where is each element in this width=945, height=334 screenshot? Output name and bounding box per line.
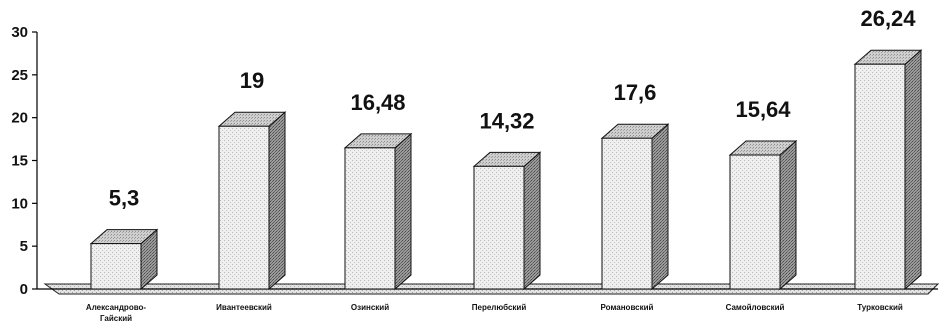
x-tick-label: Озинский — [351, 303, 389, 312]
bar — [600, 123, 670, 291]
x-tick-label: Турковский — [857, 303, 903, 312]
y-tick-label: 20 — [11, 110, 28, 127]
x-tick-label-line: Перелюбский — [472, 303, 527, 312]
y-tick-label: 30 — [11, 24, 28, 41]
data-label: 16,48 — [350, 90, 405, 115]
x-tick-label-line: Ивантеевский — [216, 303, 272, 312]
x-tick-label-line: Гайский — [100, 314, 132, 323]
bar-side — [268, 111, 286, 291]
bar-front — [90, 243, 142, 290]
x-tick-label-line: Турковский — [857, 303, 903, 312]
bar-front — [854, 63, 906, 290]
bar — [472, 151, 542, 291]
y-tick-label: 10 — [11, 195, 28, 212]
data-label: 5,3 — [109, 186, 140, 211]
bar — [343, 132, 413, 291]
bar-front — [473, 165, 525, 290]
bar — [728, 139, 798, 291]
bar-side — [394, 132, 412, 291]
x-tick-label-line: Озинский — [351, 303, 389, 312]
data-label: 19 — [240, 68, 264, 93]
x-tick-label: Перелюбский — [472, 303, 527, 312]
x-tick-label: Ивантеевский — [216, 303, 272, 312]
bar-side — [904, 49, 922, 291]
bar — [89, 228, 159, 291]
bar-front — [344, 147, 396, 290]
data-label: 26,24 — [860, 6, 916, 31]
x-tick-label-line: Самойловский — [726, 303, 785, 312]
y-tick-label: 25 — [11, 67, 28, 84]
x-tick-label-line: Романовский — [601, 303, 654, 312]
y-tick-label: 5 — [20, 238, 28, 255]
x-tick-label: Александрово- Гайский — [86, 303, 146, 323]
x-tick-label-line: Александрово- — [86, 303, 146, 312]
y-tick-label: 15 — [11, 153, 28, 170]
data-label: 15,64 — [735, 97, 791, 122]
x-tick-label: Романовский — [601, 303, 654, 312]
bar — [853, 49, 923, 291]
bar-front — [601, 137, 653, 290]
bar-side — [779, 139, 797, 291]
data-label: 17,6 — [614, 80, 657, 105]
x-tick-label: Самойловский — [726, 303, 785, 312]
bar-side — [651, 123, 669, 291]
data-label: 14,32 — [479, 108, 534, 133]
bar-front — [218, 125, 270, 290]
bar-side — [523, 151, 541, 291]
bar — [217, 111, 287, 291]
bar-front — [729, 154, 781, 290]
y-tick-label: 0 — [20, 281, 28, 298]
